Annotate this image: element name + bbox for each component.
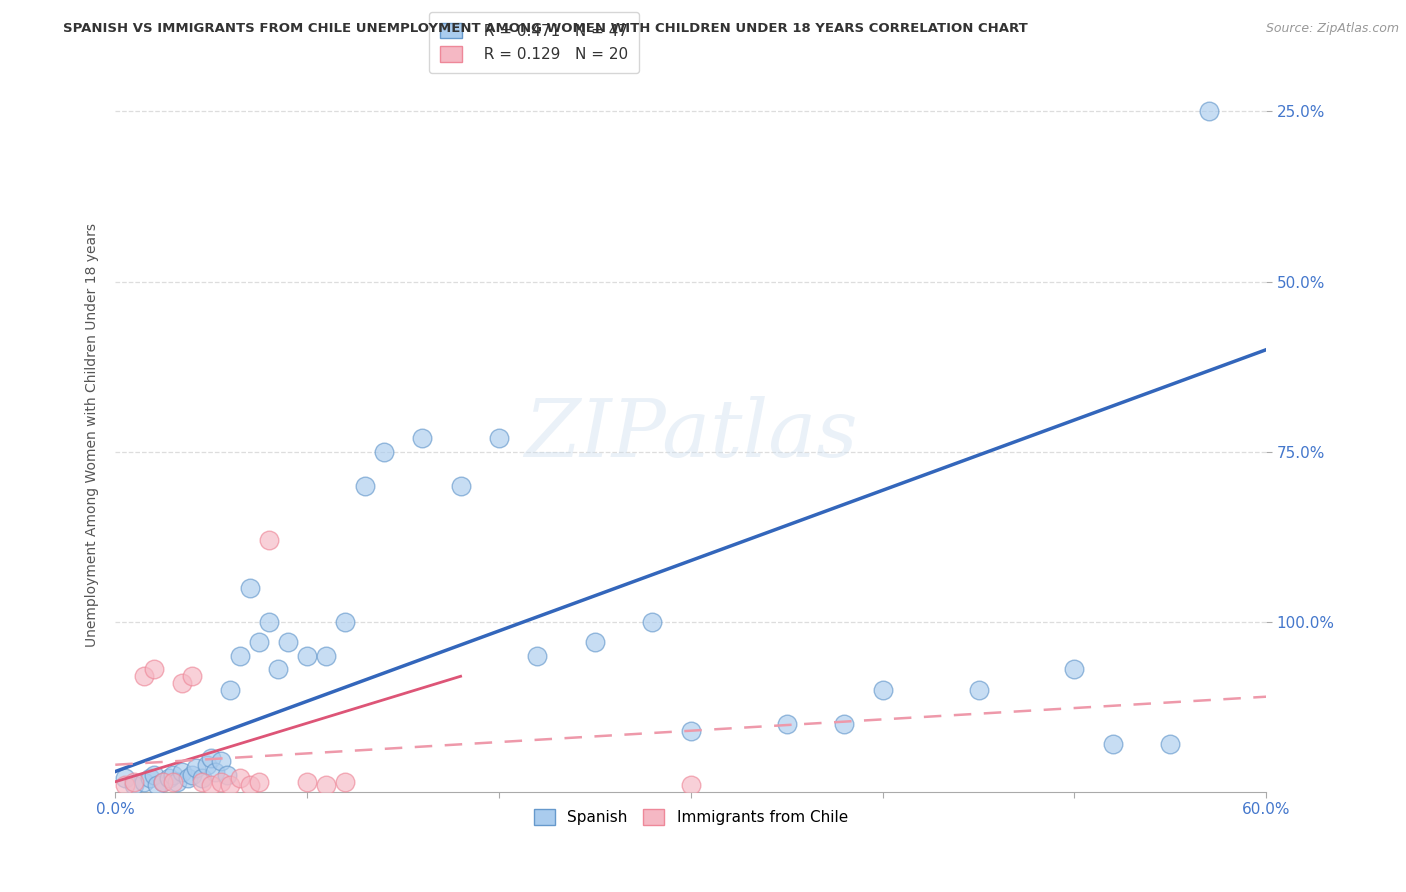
Y-axis label: Unemployment Among Women with Children Under 18 years: Unemployment Among Women with Children U… bbox=[86, 223, 100, 647]
Point bbox=[204, 764, 226, 779]
Point bbox=[353, 479, 375, 493]
Point bbox=[583, 635, 606, 649]
Text: ZIPatlas: ZIPatlas bbox=[524, 396, 858, 474]
Point bbox=[872, 682, 894, 697]
Point bbox=[267, 663, 290, 677]
Point bbox=[1159, 737, 1181, 751]
Point bbox=[195, 757, 218, 772]
Text: SPANISH VS IMMIGRANTS FROM CHILE UNEMPLOYMENT AMONG WOMEN WITH CHILDREN UNDER 18: SPANISH VS IMMIGRANTS FROM CHILE UNEMPLO… bbox=[63, 22, 1028, 36]
Point bbox=[132, 669, 155, 683]
Point bbox=[488, 431, 510, 445]
Point bbox=[247, 774, 270, 789]
Point bbox=[209, 774, 232, 789]
Point bbox=[229, 648, 252, 663]
Point bbox=[229, 772, 252, 786]
Point bbox=[190, 772, 212, 786]
Point bbox=[139, 772, 162, 786]
Point bbox=[967, 682, 990, 697]
Point bbox=[1102, 737, 1125, 751]
Point bbox=[373, 444, 395, 458]
Point bbox=[124, 778, 146, 792]
Point bbox=[200, 778, 222, 792]
Point bbox=[157, 772, 180, 786]
Legend: Spanish, Immigrants from Chile: Spanish, Immigrants from Chile bbox=[524, 800, 858, 834]
Point bbox=[450, 479, 472, 493]
Point bbox=[152, 774, 174, 789]
Point bbox=[142, 768, 165, 782]
Point bbox=[215, 768, 238, 782]
Point bbox=[776, 717, 799, 731]
Point bbox=[679, 723, 702, 738]
Point bbox=[200, 751, 222, 765]
Point bbox=[641, 615, 664, 629]
Point bbox=[146, 778, 169, 792]
Point bbox=[247, 635, 270, 649]
Point bbox=[295, 774, 318, 789]
Point bbox=[162, 768, 184, 782]
Point bbox=[152, 774, 174, 789]
Point bbox=[172, 676, 194, 690]
Point bbox=[219, 682, 242, 697]
Point bbox=[124, 774, 146, 789]
Point bbox=[295, 648, 318, 663]
Point bbox=[277, 635, 299, 649]
Point bbox=[238, 778, 260, 792]
Point bbox=[142, 663, 165, 677]
Point bbox=[679, 778, 702, 792]
Point bbox=[114, 778, 136, 792]
Point bbox=[257, 615, 280, 629]
Point bbox=[177, 772, 200, 786]
Point bbox=[832, 717, 855, 731]
Point bbox=[181, 669, 204, 683]
Point bbox=[526, 648, 548, 663]
Point bbox=[335, 774, 357, 789]
Point bbox=[315, 648, 337, 663]
Point bbox=[219, 778, 242, 792]
Text: Source: ZipAtlas.com: Source: ZipAtlas.com bbox=[1265, 22, 1399, 36]
Point bbox=[238, 581, 260, 595]
Point bbox=[132, 774, 155, 789]
Point bbox=[335, 615, 357, 629]
Point bbox=[257, 533, 280, 548]
Point bbox=[1063, 663, 1085, 677]
Point bbox=[114, 772, 136, 786]
Point bbox=[190, 774, 212, 789]
Point bbox=[315, 778, 337, 792]
Point bbox=[184, 761, 207, 775]
Point bbox=[209, 755, 232, 769]
Point bbox=[172, 764, 194, 779]
Point bbox=[411, 431, 433, 445]
Point bbox=[166, 774, 188, 789]
Point bbox=[181, 768, 204, 782]
Point bbox=[162, 774, 184, 789]
Point bbox=[1198, 104, 1220, 119]
